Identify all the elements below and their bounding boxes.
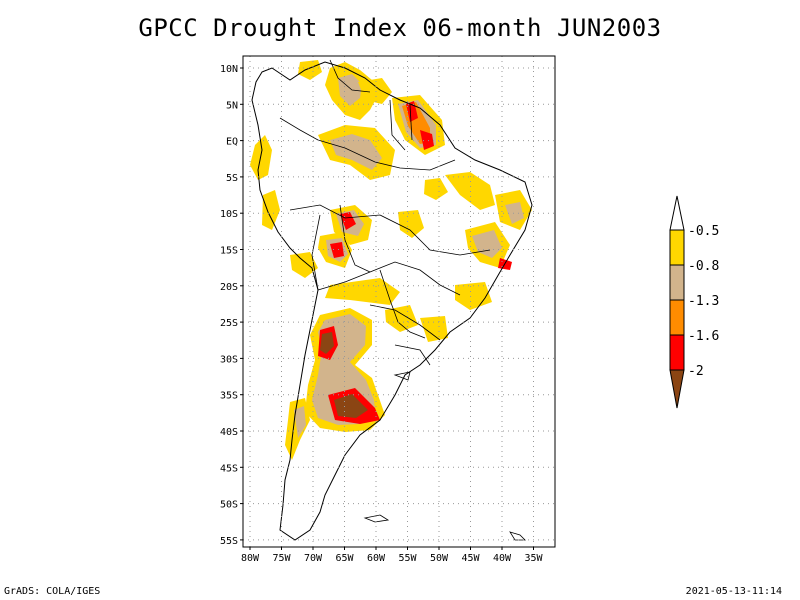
legend-swatch [669,299,685,336]
lon-ticks: 80W 75W 70W 65W 60W 55W 50W 45W 40W 35W [241,547,544,564]
lat-tick-label: 15S [220,246,238,257]
legend-arrow-bottom [669,369,685,409]
lon-tick-label: 35W [524,553,543,564]
legend: -0.5 -0.8 -1.3 -1.6 -2 [669,195,719,409]
lat-tick-label: 5N [226,100,238,111]
legend-arrow-top [669,195,685,231]
legend-label: -1.6 [688,329,719,344]
footer-timestamp: 2021-05-13-11:14 [685,586,782,597]
lat-tick-label: 5S [226,173,238,184]
lat-tick-label: 35S [220,391,238,402]
lat-tick-label: 45S [220,463,238,474]
lon-tick-label: 60W [367,553,386,564]
lat-tick-label: 10N [220,64,238,75]
lat-tick-label: 40S [220,427,238,438]
legend-swatch [669,334,685,371]
lon-tick-label: 55W [398,553,417,564]
map-panel: 10N5NEQ5S10S15S20S25S30S35S40S45S50S55S … [220,55,556,564]
legend-label: -0.8 [688,259,719,274]
legend-label: -0.5 [688,224,719,239]
lon-tick-label: 65W [335,553,354,564]
lon-tick-label: 70W [304,553,323,564]
lon-tick-label: 40W [493,553,512,564]
lat-tick-label: 10S [220,209,238,220]
legend-label: -2 [688,364,704,379]
lon-tick-label: 75W [272,553,291,564]
footer-credit: GrADS: COLA/IGES [4,586,101,597]
grid [243,56,555,547]
lat-tick-label: 30S [220,354,238,365]
lat-tick-label: 25S [220,318,238,329]
lat-tick-label: EQ [226,137,238,148]
lat-tick-label: 55S [220,536,238,547]
legend-swatch [669,264,685,301]
legend-swatch [669,229,685,266]
lat-tick-label: 20S [220,282,238,293]
lat-ticks: 10N 5N EQ 5S 10S 15S 20S 25S 30S 35S 40S 45S 50S 55S [220,64,243,547]
lon-tick-label: 50W [430,553,449,564]
lat-tick-label: 50S [220,500,238,511]
map-title: GPCC Drought Index 06-month JUN2003 [138,14,662,42]
lon-tick-label: 45W [461,553,480,564]
lon-tick-label: 80W [241,553,260,564]
legend-label: -1.3 [688,294,719,309]
